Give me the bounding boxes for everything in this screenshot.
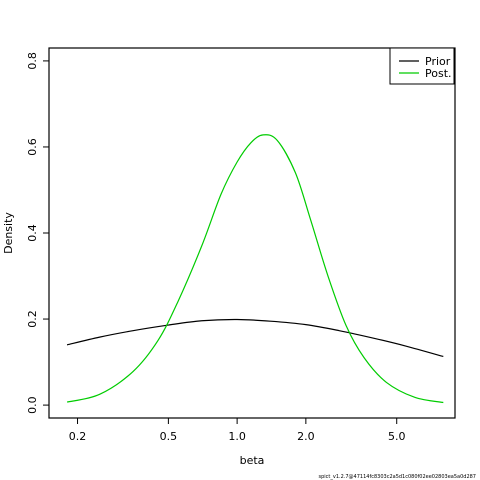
- y-tick-label: 0.4: [26, 224, 39, 242]
- legend-label-post: Post.: [425, 67, 452, 80]
- series-layer: [66, 134, 444, 404]
- x-tick-label: 2.0: [297, 430, 315, 443]
- x-tick-label: 5.0: [388, 430, 406, 443]
- y-axis: 0.0 0.2 0.4 0.6 0.8: [26, 52, 50, 414]
- series-line-post: [66, 134, 444, 404]
- plot-frame: [48, 47, 456, 419]
- y-tick-label: 0.2: [26, 310, 39, 328]
- legend-label-prior: Prior: [425, 55, 451, 68]
- x-tick-label: 0.2: [69, 430, 87, 443]
- y-tick-label: 0.6: [26, 138, 39, 156]
- footer-version: spict_v1.2.7@47114fc8303c2a5d1c080f02ee0…: [319, 474, 477, 480]
- x-axis: 0.2 0.5 1.0 2.0 5.0: [69, 417, 406, 443]
- legend: Prior Post.: [389, 47, 455, 85]
- legend-box: [389, 47, 455, 85]
- x-tick-label: 1.0: [228, 430, 246, 443]
- y-tick-label: 0.0: [26, 396, 39, 414]
- y-tick-label: 0.8: [26, 52, 39, 70]
- x-axis-title: beta: [240, 454, 265, 467]
- x-tick-label: 0.5: [160, 430, 178, 443]
- y-axis-title: Density: [2, 212, 15, 254]
- series-line-prior: [66, 318, 444, 358]
